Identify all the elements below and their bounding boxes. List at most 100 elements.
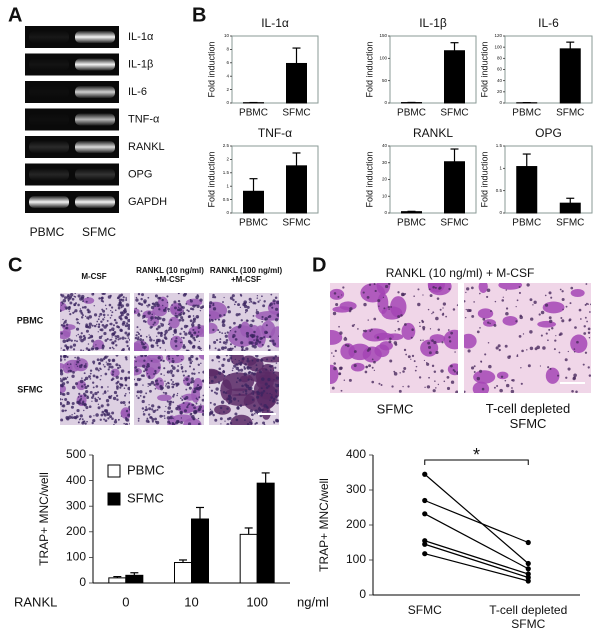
cell: [272, 399, 275, 403]
cell: [135, 298, 139, 302]
cell: [560, 317, 563, 320]
cell: [181, 370, 184, 373]
cell: [343, 337, 348, 341]
cell: [224, 332, 227, 335]
cell: [479, 369, 483, 373]
cell: [339, 366, 343, 370]
cell: [340, 389, 343, 392]
cell: [532, 304, 534, 306]
cell: [272, 342, 277, 346]
cell: [435, 316, 439, 321]
y-tick-label: 50: [382, 78, 388, 83]
cell: [164, 330, 168, 334]
cell: [102, 297, 104, 299]
cell: [99, 418, 102, 421]
cell: [424, 386, 426, 389]
cell: [351, 324, 355, 328]
cell: [167, 307, 170, 311]
y-tick-label: 0: [499, 210, 502, 215]
cell: [234, 330, 237, 333]
y-tick-label: 1.5: [223, 170, 230, 175]
cell: [364, 329, 367, 333]
cell: [213, 391, 216, 394]
cell: [499, 388, 503, 393]
cell: [479, 327, 481, 329]
cell: [202, 370, 204, 374]
cell: [83, 372, 86, 375]
cell: [500, 375, 504, 378]
cell: [72, 348, 76, 351]
cell: [71, 385, 76, 390]
cell: [86, 395, 89, 398]
cell: [260, 337, 264, 340]
micrograph: [209, 293, 279, 351]
cell: [67, 338, 71, 342]
cell: [181, 359, 183, 361]
cell: [255, 309, 258, 311]
cell: [367, 319, 369, 321]
cell: [548, 319, 553, 324]
cell: [74, 293, 76, 295]
cell: [545, 332, 548, 335]
cell: [553, 348, 556, 351]
cell: [182, 374, 185, 377]
cell: [72, 343, 77, 347]
cell: [139, 329, 141, 331]
cell: [226, 358, 231, 363]
cell: [450, 364, 453, 368]
cell: [171, 357, 174, 360]
cell: [167, 420, 171, 424]
cell: [168, 403, 172, 407]
cell: [154, 294, 158, 298]
cell: [502, 296, 504, 298]
cell: [74, 339, 76, 342]
cell: [102, 344, 104, 347]
cell: [473, 365, 476, 368]
cell: [435, 350, 439, 355]
cell: [400, 292, 405, 297]
cell: [81, 306, 85, 309]
bar: [286, 165, 307, 214]
cell: [166, 410, 171, 415]
cell: [239, 363, 242, 366]
cell: [260, 394, 263, 397]
cell: [177, 293, 180, 295]
cell: [191, 360, 193, 363]
cell: [87, 318, 90, 320]
cell: [110, 365, 114, 369]
cell: [110, 338, 113, 341]
cell: [83, 364, 87, 369]
cell: [254, 341, 258, 346]
cell: [61, 409, 65, 413]
y-tick-label: 2: [226, 87, 229, 92]
cell: [201, 305, 204, 309]
cell: [110, 314, 113, 317]
cell: [561, 298, 565, 302]
cell: [115, 337, 118, 340]
cell: [519, 315, 523, 320]
cell: [100, 299, 104, 302]
cell: [120, 401, 123, 405]
cell: [187, 349, 190, 351]
cell: [265, 324, 268, 327]
cell: [588, 374, 591, 377]
cell: [88, 315, 93, 319]
cell: [84, 385, 88, 390]
y-tick-label: 0: [359, 587, 366, 601]
cell: [393, 341, 398, 345]
cell-large: [401, 322, 416, 340]
gel-band: [29, 58, 69, 71]
cell: [402, 385, 404, 388]
cell: [495, 346, 499, 350]
cell: [105, 308, 108, 310]
cell: [253, 344, 257, 349]
y-tick-label: 100: [494, 44, 502, 49]
cell: [181, 318, 185, 322]
cell: [180, 363, 182, 366]
legend-label: PBMC: [127, 462, 165, 477]
cell: [252, 372, 256, 376]
cell: [61, 302, 64, 305]
cell: [85, 323, 88, 326]
cell-large: [570, 334, 588, 353]
y-tick-label: 0: [226, 210, 229, 215]
